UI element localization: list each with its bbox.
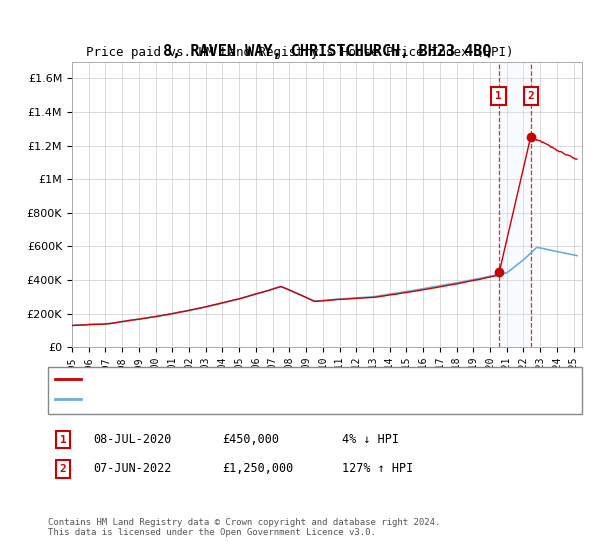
- Text: 1: 1: [59, 435, 67, 445]
- Text: HPI: Average price, detached house, Bournemouth Christchurch and Poole: HPI: Average price, detached house, Bour…: [88, 394, 526, 404]
- Text: 08-JUL-2020: 08-JUL-2020: [93, 433, 172, 446]
- Text: 1: 1: [496, 91, 502, 101]
- Text: £450,000: £450,000: [222, 433, 279, 446]
- Text: 2: 2: [59, 464, 67, 474]
- Bar: [499, 62, 531, 347]
- Text: 8, RAVEN WAY, CHRISTCHURCH, BH23 4BQ (detached house): 8, RAVEN WAY, CHRISTCHURCH, BH23 4BQ (de…: [88, 374, 419, 384]
- Text: 4% ↓ HPI: 4% ↓ HPI: [342, 433, 399, 446]
- Text: 07-JUN-2022: 07-JUN-2022: [93, 462, 172, 475]
- Text: Price paid vs. HM Land Registry's House Price Index (HPI): Price paid vs. HM Land Registry's House …: [86, 46, 514, 59]
- Text: £1,250,000: £1,250,000: [222, 462, 293, 475]
- Text: Contains HM Land Registry data © Crown copyright and database right 2024.
This d: Contains HM Land Registry data © Crown c…: [48, 518, 440, 538]
- Title: 8, RAVEN WAY, CHRISTCHURCH, BH23 4BQ: 8, RAVEN WAY, CHRISTCHURCH, BH23 4BQ: [163, 44, 491, 59]
- Text: 127% ↑ HPI: 127% ↑ HPI: [342, 462, 413, 475]
- Text: 2: 2: [527, 91, 534, 101]
